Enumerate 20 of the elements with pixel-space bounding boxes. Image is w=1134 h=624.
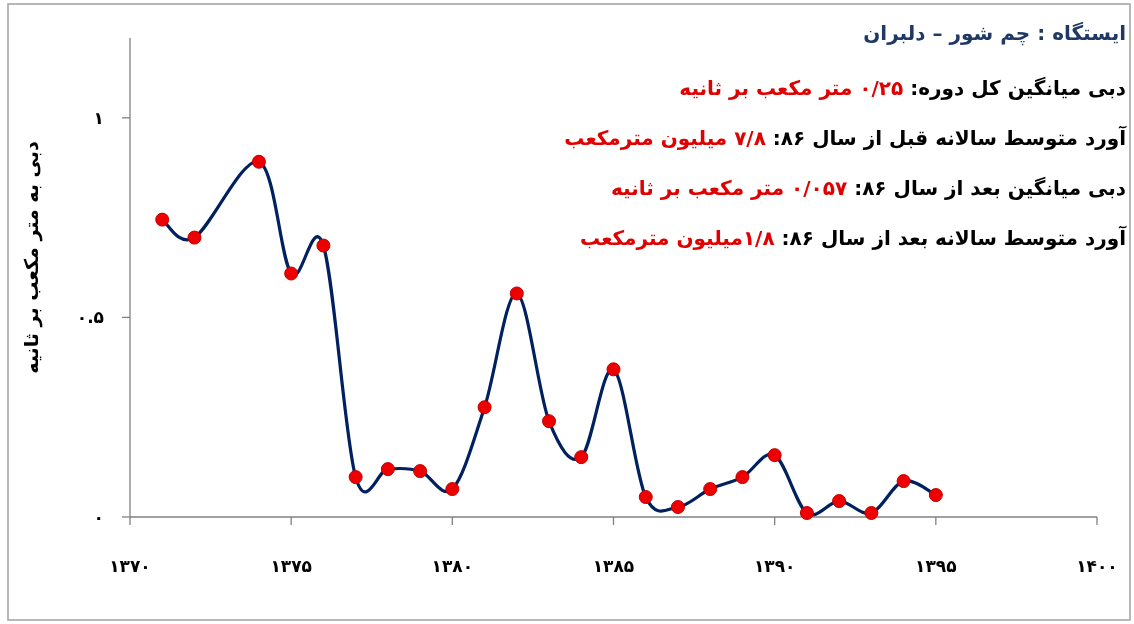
annotation: ۰/۰۵۷ متر مکعب بر ثانیه (610, 176, 848, 200)
y-axis-title: دبی به متر مکعب بر ثانیه (20, 141, 43, 374)
x-tick-label: ۱۳۷۵ (270, 556, 312, 576)
y-tick-label: ۱ (93, 107, 104, 128)
y-tick-label: ۰ (93, 507, 104, 527)
chart-title: ایستگاه : چم شور – دلبران (863, 21, 1126, 46)
annotation: ۱/۸میلیون مترمکعب (579, 226, 775, 250)
x-tick-label: ۱۳۹۵ (915, 556, 957, 576)
x-tick-label: ۱۳۸۵ (592, 556, 635, 576)
y-tick-label: ۰.۵ (76, 307, 104, 328)
annotation: ۷/۸ میلیون مترمکعب (564, 126, 766, 150)
annotation: دبی میانگین کل دوره: (903, 76, 1126, 100)
annotation: دبی میانگین بعد از سال ۸۶: (847, 176, 1126, 200)
annotation: آورد متوسط سالانه قبل از سال ۸۶: (765, 125, 1128, 150)
annotation: ۰/۲۵ متر مکعب بر ثانیه (679, 76, 904, 100)
x-tick-label: ۱۴۰۰ (1076, 556, 1118, 576)
x-tick-label: ۱۳۷۰ (109, 556, 151, 576)
annotation: آورد متوسط سالانه بعد از سال ۸۶: (774, 225, 1128, 250)
x-tick-label: ۱۳۸۰ (431, 556, 474, 576)
x-tick-label: ۱۳۹۰ (753, 556, 796, 576)
